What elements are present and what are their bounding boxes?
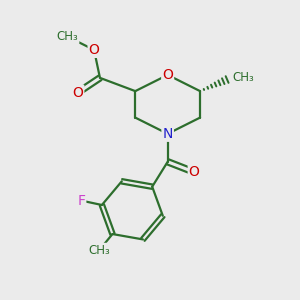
Text: F: F — [77, 194, 85, 208]
Text: CH₃: CH₃ — [88, 244, 110, 257]
Text: O: O — [189, 165, 200, 179]
Text: O: O — [162, 68, 173, 82]
Text: O: O — [88, 43, 100, 57]
Text: CH₃: CH₃ — [232, 71, 254, 84]
Text: O: O — [72, 85, 83, 100]
Text: N: N — [163, 127, 173, 141]
Text: CH₃: CH₃ — [57, 30, 78, 43]
